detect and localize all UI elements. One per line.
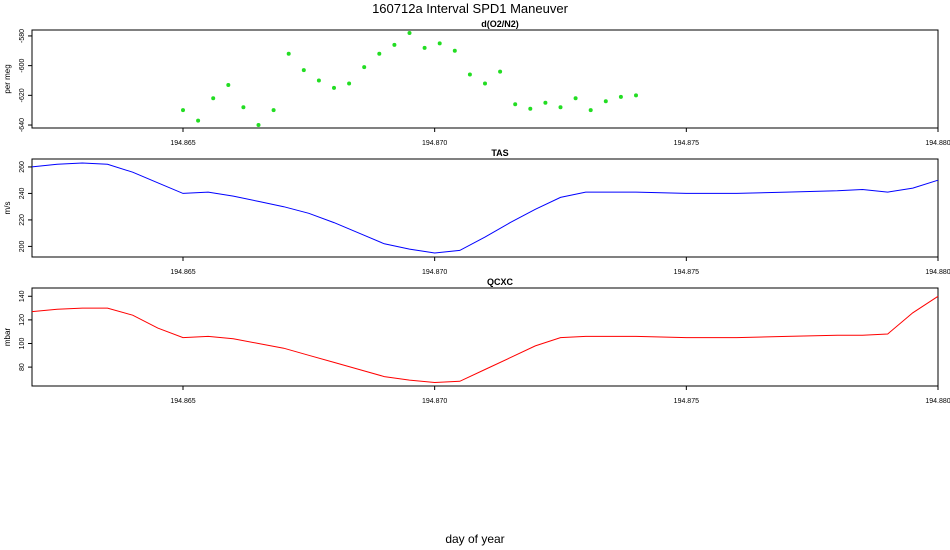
data-point (332, 85, 336, 90)
data-point (588, 108, 593, 113)
y-tick-label: 80 (19, 363, 26, 371)
panel-3: QCXC mbar 194.865 194.870 194.875 194.880 80 10… (3, 277, 950, 405)
y-tick-label: 240 (19, 187, 26, 199)
x-tick-label: 194.870 (422, 269, 447, 276)
data-point (573, 96, 578, 101)
data-point (498, 69, 503, 74)
y-tick-label: 260 (19, 161, 26, 173)
data-point (513, 102, 518, 107)
y-axis-label: per meg (3, 64, 12, 93)
data-point (211, 96, 216, 101)
x-tick-label: 194.870 (422, 398, 447, 405)
plot-frame (31, 287, 939, 387)
x-axis-label: day of year (445, 532, 504, 546)
x-tick-label: 194.880 (925, 269, 950, 276)
y-tick-label: 100 (19, 338, 26, 350)
data-point (437, 41, 442, 46)
data-point (271, 108, 276, 113)
y-tick-label: 200 (19, 240, 26, 252)
y-tick-label: -620 (19, 88, 26, 102)
data-point (347, 81, 352, 86)
data-point (603, 99, 608, 104)
y-tick-label: -640 (19, 118, 26, 132)
y-tick-label: 220 (19, 214, 26, 226)
x-tick-label: 194.880 (925, 140, 950, 147)
data-point (316, 78, 321, 83)
panel-title: d(O2/N2) (481, 19, 519, 29)
data-point (467, 72, 472, 77)
plot-frame (31, 29, 939, 129)
panel-1: d(O2/N2) per meg 194.865 194.870 194.875 194.… (3, 19, 950, 147)
x-tick-label: 194.875 (674, 140, 699, 147)
data-point (377, 51, 382, 56)
y-tick-label: -600 (19, 59, 26, 73)
panel-2: TAS m/s 194.865 194.870 194.875 194.880 200 220… (3, 148, 950, 276)
series-line (31, 295, 939, 384)
y-tick-label: -580 (19, 29, 26, 43)
plot-frame (31, 158, 939, 258)
data-point (301, 68, 306, 73)
figure-title: 160712a Interval SPD1 Maneuver (372, 1, 569, 16)
x-tick-label: 194.875 (674, 398, 699, 405)
series-line (31, 162, 939, 254)
data-point (226, 82, 231, 87)
data-point (407, 30, 412, 35)
data-point (452, 48, 457, 53)
data-point (422, 45, 427, 50)
x-tick-label: 194.875 (674, 269, 699, 276)
panels: d(O2/N2) per meg 194.865 194.870 194.875 194.… (3, 19, 950, 405)
x-tick-label: 194.865 (170, 140, 195, 147)
x-tick-label: 194.865 (170, 269, 195, 276)
x-tick-label: 194.865 (170, 398, 195, 405)
data-point (196, 118, 201, 123)
data-point (241, 105, 246, 110)
data-point (286, 51, 291, 56)
x-tick-label: 194.880 (925, 398, 950, 405)
panel-title: QCXC (487, 277, 514, 287)
data-point (392, 42, 397, 47)
data-point (483, 81, 487, 86)
data-point (528, 106, 533, 111)
y-tick-label: 140 (19, 290, 26, 302)
data-point (181, 108, 185, 113)
panel-title: TAS (491, 148, 508, 158)
y-tick-label: 120 (19, 314, 26, 326)
data-point (362, 65, 367, 70)
y-axis-label: m/s (3, 202, 12, 215)
data-point (618, 94, 623, 99)
data-point (543, 100, 548, 105)
y-axis-label: mbar (3, 328, 12, 347)
x-tick-label: 194.870 (422, 140, 447, 147)
data-point (634, 93, 638, 98)
data-point (256, 123, 261, 128)
data-point (558, 105, 563, 110)
